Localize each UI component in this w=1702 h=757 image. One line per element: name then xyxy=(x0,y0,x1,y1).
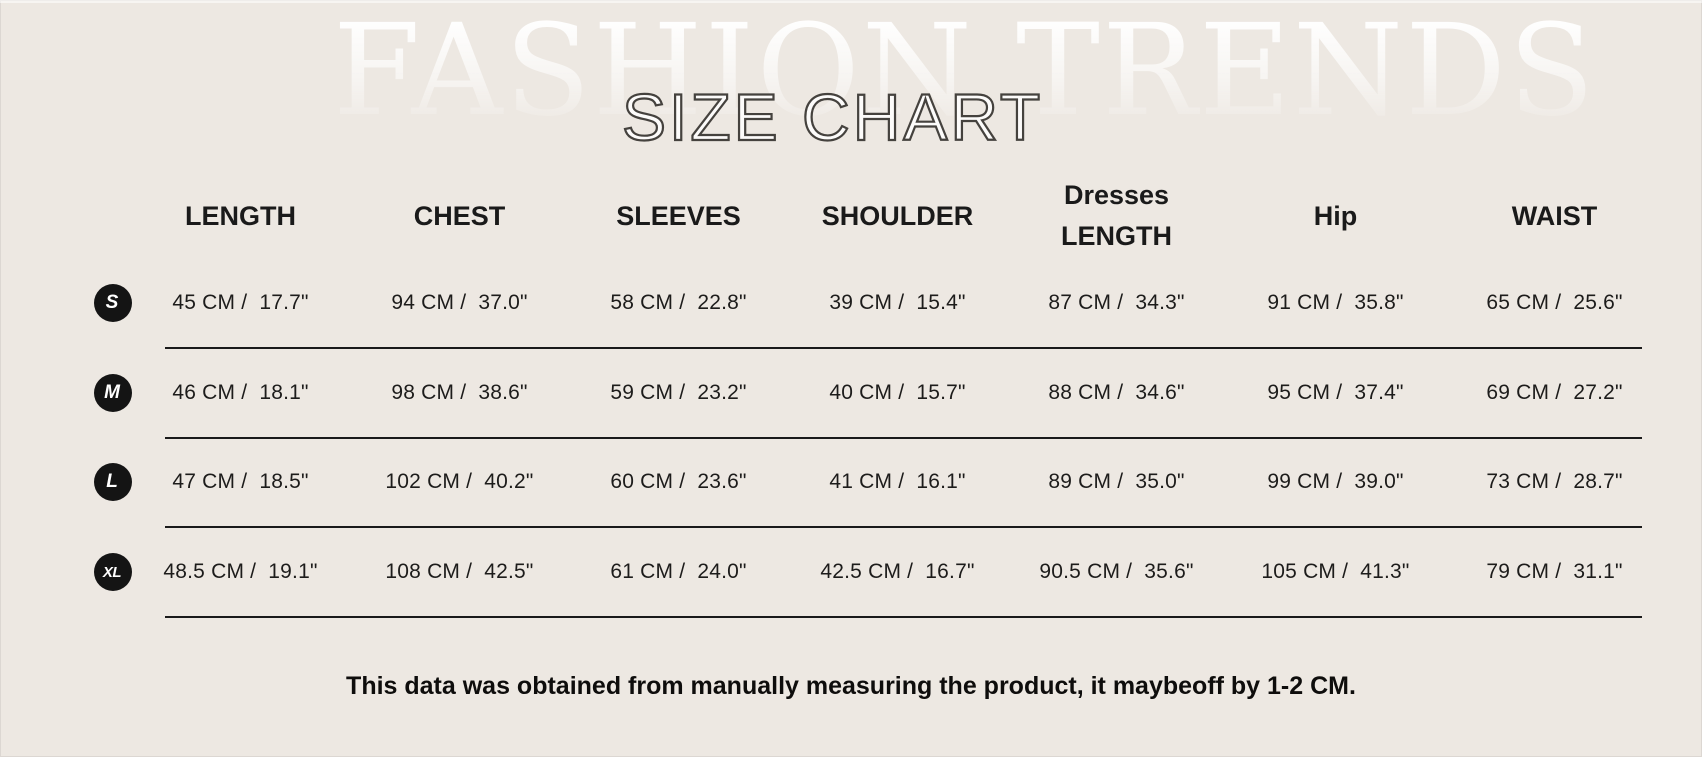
measurement-cell-waist: 65 CM / 25.6" xyxy=(1486,291,1623,314)
measurement-cell-sleeves: 59 CM / 23.2" xyxy=(610,381,747,404)
page-title: SIZE CHART xyxy=(621,80,1044,154)
measurement-cell-chest: 94 CM / 37.0" xyxy=(391,291,528,314)
column-header-length: LENGTH xyxy=(185,200,296,231)
row-divider xyxy=(165,616,1642,618)
watermark-text: FASHION TRENDS xyxy=(333,8,1702,134)
measurement-cell-dresses-length: 89 CM / 35.0" xyxy=(1048,470,1185,493)
measurement-cell-sleeves: 60 CM / 23.6" xyxy=(610,470,747,493)
measurement-cell-sleeves: 61 CM / 24.0" xyxy=(610,560,747,583)
measurement-cell-hip: 99 CM / 39.0" xyxy=(1267,470,1404,493)
table-row-xl: XL 48.5 CM / 19.1" 108 CM / 42.5" 61 CM / 2… xyxy=(0,550,1702,594)
measurement-cell-hip: 91 CM / 35.8" xyxy=(1267,291,1404,314)
measurement-cell-shoulder: 41 CM / 16.1" xyxy=(829,470,966,493)
measurement-cell-waist: 69 CM / 27.2" xyxy=(1486,381,1623,404)
column-header-sleeves: SLEEVES xyxy=(616,200,741,231)
row-cells: 45 CM / 17.7" 94 CM / 37.0" 58 CM / 22.8" 3… xyxy=(131,281,1664,325)
measurement-cell-chest: 98 CM / 38.6" xyxy=(391,381,528,404)
column-header-hip: Hip xyxy=(1313,200,1358,231)
row-cells: 46 CM / 18.1" 98 CM / 38.6" 59 CM / 23.2" 4… xyxy=(131,371,1664,415)
measurement-cell-length: 45 CM / 17.7" xyxy=(172,291,309,314)
measurement-cell-length: 48.5 CM / 19.1" xyxy=(163,560,318,583)
measurement-cell-waist: 79 CM / 31.1" xyxy=(1486,560,1623,583)
row-cells: 47 CM / 18.5" 102 CM / 40.2" 60 CM / 23.6"… xyxy=(131,460,1664,504)
table-row-l: L 47 CM / 18.5" 102 CM / 40.2" 60 CM / 23.6… xyxy=(0,460,1702,504)
table-row-s: S 45 CM / 17.7" 94 CM / 37.0" 58 CM / 22.8"… xyxy=(0,281,1702,325)
size-badge-xl: XL xyxy=(94,553,132,591)
row-divider xyxy=(165,347,1642,349)
column-header-shoulder: SHOULDER xyxy=(821,200,974,231)
measurement-cell-chest: 108 CM / 42.5" xyxy=(385,560,534,583)
column-header-chest: CHEST xyxy=(413,200,506,231)
measurement-cell-hip: 95 CM / 37.4" xyxy=(1267,381,1404,404)
row-divider xyxy=(165,526,1642,528)
measurement-cell-length: 47 CM / 18.5" xyxy=(172,470,309,493)
measurement-cell-chest: 102 CM / 40.2" xyxy=(385,470,534,493)
column-header-waist: WAIST xyxy=(1511,200,1598,231)
table-header-row: LENGTH CHEST SLEEVES SHOULDER Dresses LENGTH H… xyxy=(131,172,1664,260)
size-badge-m: M xyxy=(94,374,132,412)
table-row-m: M 46 CM / 18.1" 98 CM / 38.6" 59 CM / 23.2"… xyxy=(0,371,1702,415)
measurement-cell-sleeves: 58 CM / 22.8" xyxy=(610,291,747,314)
measurement-cell-dresses-length: 88 CM / 34.6" xyxy=(1048,381,1185,404)
measurement-cell-length: 46 CM / 18.1" xyxy=(172,381,309,404)
measurement-cell-shoulder: 42.5 CM / 16.7" xyxy=(820,560,975,583)
measurement-cell-dresses-length: 90.5 CM / 35.6" xyxy=(1039,560,1194,583)
size-badge-s: S xyxy=(94,284,132,322)
measurement-cell-hip: 105 CM / 41.3" xyxy=(1261,560,1410,583)
footnote: This data was obtained from manually mea… xyxy=(346,672,1356,700)
size-badge-l: L xyxy=(94,463,132,501)
row-cells: 48.5 CM / 19.1" 108 CM / 42.5" 61 CM / 24.… xyxy=(131,550,1664,594)
column-header-dresses-length: Dresses LENGTH xyxy=(1061,180,1172,251)
row-divider xyxy=(165,437,1642,439)
measurement-cell-waist: 73 CM / 28.7" xyxy=(1486,470,1623,493)
measurement-cell-shoulder: 39 CM / 15.4" xyxy=(829,291,966,314)
measurement-cell-shoulder: 40 CM / 15.7" xyxy=(829,381,966,404)
measurement-cell-dresses-length: 87 CM / 34.3" xyxy=(1048,291,1185,314)
